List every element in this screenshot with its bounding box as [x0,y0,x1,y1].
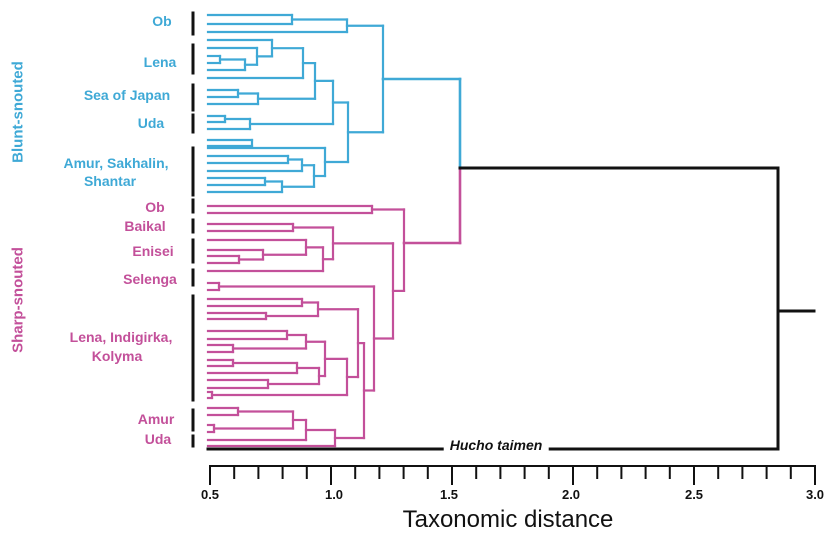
population-label-shantar: Shantar [83,173,137,189]
population-label-amur-sakhalin: Amur, Sakhalin, [63,155,169,171]
population-label-ob-blunt: Ob [152,13,172,29]
population-label-uda-blunt: Uda [137,115,165,131]
group-label-sharp-snouted: Sharp-snouted [9,247,27,353]
population-label-ob-sharp: Ob [145,199,165,215]
group-label-blunt-snouted: Blunt-snouted [9,61,27,163]
population-label-enisei: Enisei [132,243,174,259]
population-label-kolyma: Kolyma [91,348,143,364]
x-tick-label-2-5: 2.5 [684,487,704,502]
population-label-sea-of-japan: Sea of Japan [83,87,171,103]
outgroup-label: Hucho taimen [443,437,549,453]
population-label-amur-sharp: Amur [137,411,175,427]
x-tick-label-3-0: 3.0 [805,487,825,502]
x-tick-label-2-0: 2.0 [561,487,581,502]
population-label-baikal: Baikal [124,218,166,234]
population-label-lena-blunt: Lena [143,54,177,70]
population-label-lena-indigirka: Lena, Indigirka, [69,329,173,345]
x-tick-label-1-0: 1.0 [324,487,344,502]
x-tick-label-1-5: 1.5 [439,487,459,502]
population-label-selenga: Selenga [123,271,177,287]
population-label-uda-sharp: Uda [144,431,172,447]
x-axis-title: Taxonomic distance [402,506,614,533]
x-tick-label-0-5: 0.5 [200,487,220,502]
